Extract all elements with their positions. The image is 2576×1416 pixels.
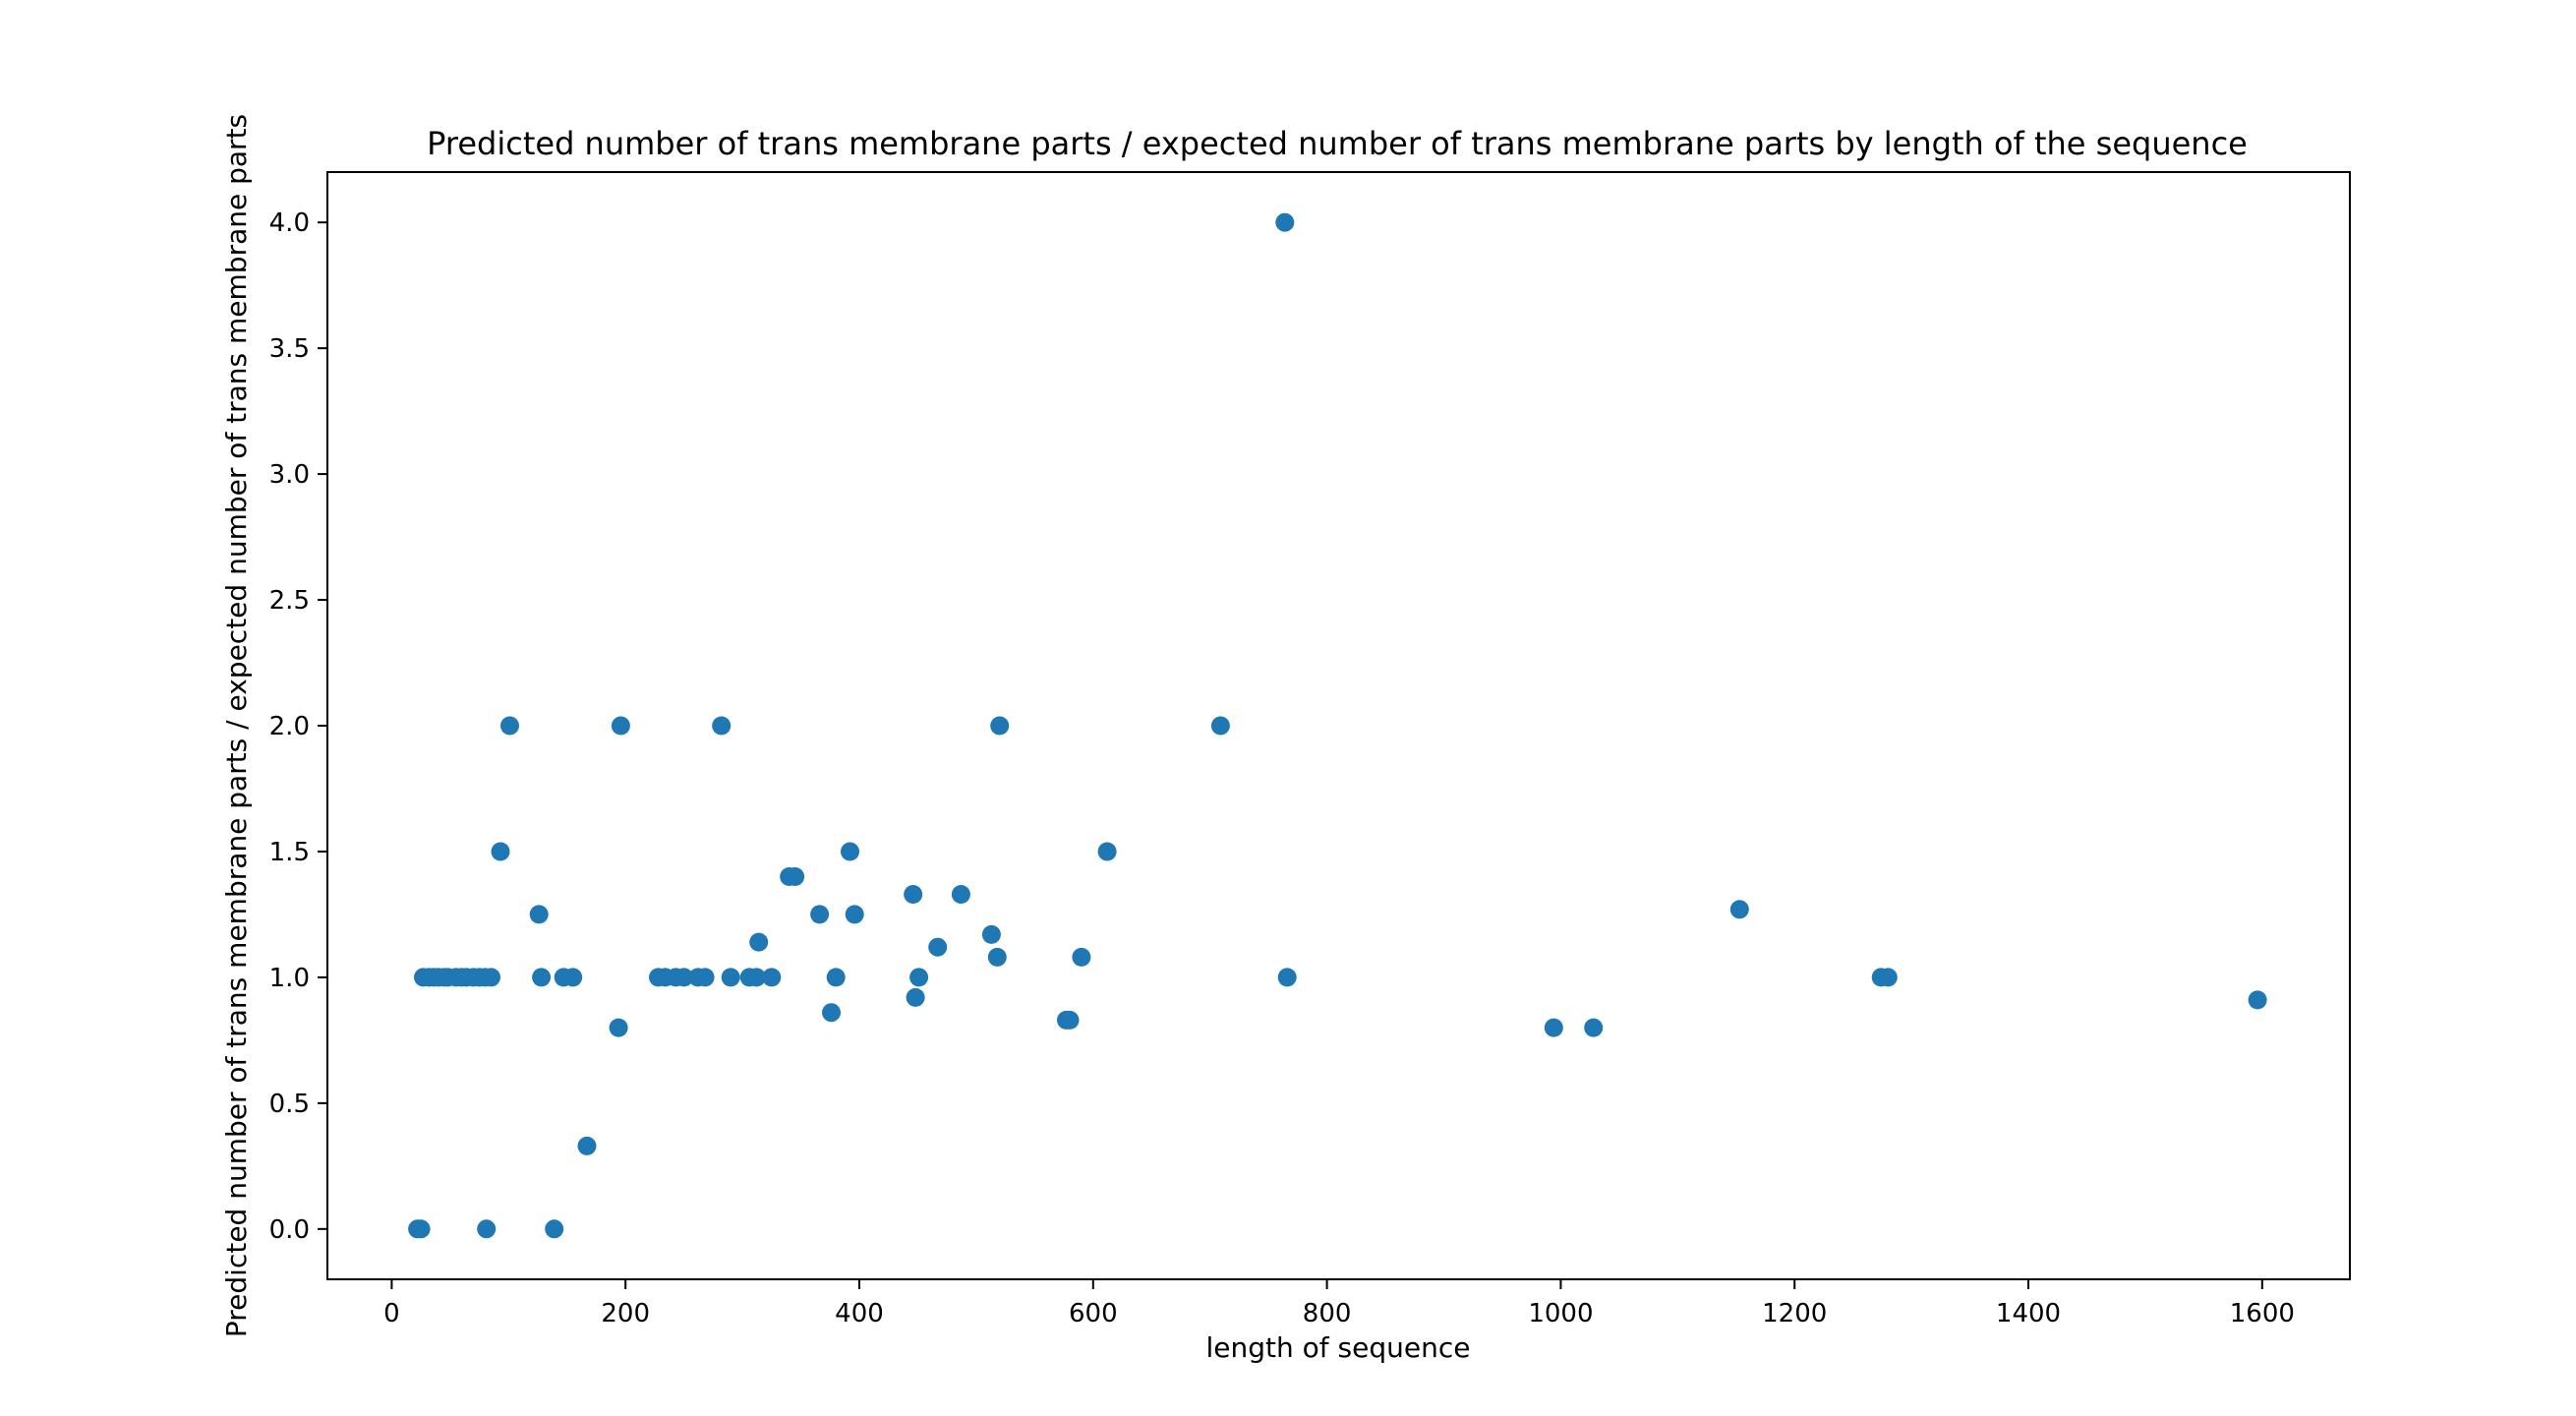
data-points xyxy=(408,212,2267,1239)
scatter-point xyxy=(2248,990,2267,1010)
scatter-point xyxy=(609,1018,628,1037)
scatter-point xyxy=(990,716,1010,736)
scatter-point xyxy=(500,716,519,736)
scatter-point xyxy=(1729,900,1749,919)
x-tick-label: 1600 xyxy=(2230,1299,2295,1328)
x-tick-label: 800 xyxy=(1303,1299,1352,1328)
x-tick-label: 0 xyxy=(383,1299,400,1328)
scatter-point xyxy=(482,968,500,987)
scatter-point xyxy=(1878,968,1898,987)
x-tick-label: 200 xyxy=(601,1299,650,1328)
scatter-point xyxy=(532,968,552,987)
scatter-point xyxy=(721,968,740,987)
y-tick-label: 3.0 xyxy=(269,460,310,490)
scatter-point xyxy=(987,947,1007,967)
scatter-point xyxy=(1544,1018,1563,1037)
y-axis-label: Predicted number of trans membrane parts… xyxy=(220,114,253,1337)
scatter-point xyxy=(826,968,846,987)
scatter-point xyxy=(906,987,925,1007)
scatter-point xyxy=(477,1219,497,1239)
scatter-point xyxy=(1097,842,1117,861)
x-tick-label: 1000 xyxy=(1528,1299,1593,1328)
scatter-point xyxy=(810,905,830,924)
scatter-point xyxy=(928,937,948,957)
scatter-point xyxy=(909,968,929,987)
scatter-point xyxy=(491,842,510,861)
scatter-point xyxy=(712,716,732,736)
scatter-point xyxy=(411,1219,431,1239)
scatter-point xyxy=(611,716,630,736)
y-axis-ticks: 0.0 0.5 1.0 1.5 2.0 2.5 3.0 3.5 4.0 xyxy=(269,208,327,1245)
scatter-point xyxy=(841,842,859,861)
y-tick-label: 3.5 xyxy=(269,334,310,364)
scatter-point xyxy=(1277,968,1297,987)
scatter-point xyxy=(695,968,715,987)
y-tick-label: 2.0 xyxy=(269,712,310,741)
scatter-point xyxy=(786,867,805,886)
y-tick-label: 1.0 xyxy=(269,964,310,993)
scatter-point xyxy=(1210,716,1230,736)
scatter-point xyxy=(1060,1010,1080,1030)
scatter-point xyxy=(1584,1018,1604,1037)
x-tick-label: 1400 xyxy=(1996,1299,2061,1328)
y-tick-label: 2.5 xyxy=(269,586,310,616)
scatter-point xyxy=(563,968,583,987)
scatter-point xyxy=(749,932,769,952)
y-tick-label: 4.0 xyxy=(269,208,310,238)
scatter-point xyxy=(577,1136,597,1155)
scatter-point xyxy=(822,1003,841,1023)
x-axis-label: length of sequence xyxy=(1206,1331,1471,1364)
scatter-point xyxy=(951,885,970,904)
scatter-point xyxy=(762,968,782,987)
scatter-point xyxy=(746,968,766,987)
y-tick-label: 0.5 xyxy=(269,1090,310,1119)
scatter-point xyxy=(981,924,1001,944)
y-tick-label: 0.0 xyxy=(269,1215,310,1245)
x-axis-ticks: 0 200 400 600 800 1000 1200 1400 1600 xyxy=(383,1279,2295,1328)
scatter-point xyxy=(1275,212,1295,232)
chart-title: Predicted number of trans membrane parts… xyxy=(427,125,2248,162)
x-tick-label: 400 xyxy=(835,1299,884,1328)
x-tick-label: 1200 xyxy=(1762,1299,1827,1328)
x-tick-label: 600 xyxy=(1069,1299,1118,1328)
y-tick-label: 1.5 xyxy=(269,838,310,867)
scatter-point xyxy=(845,905,864,924)
scatter-point xyxy=(904,885,923,904)
scatter-point xyxy=(545,1219,564,1239)
scatter-point xyxy=(1072,947,1091,967)
scatter-point xyxy=(674,968,694,987)
scatter-point xyxy=(529,905,549,924)
